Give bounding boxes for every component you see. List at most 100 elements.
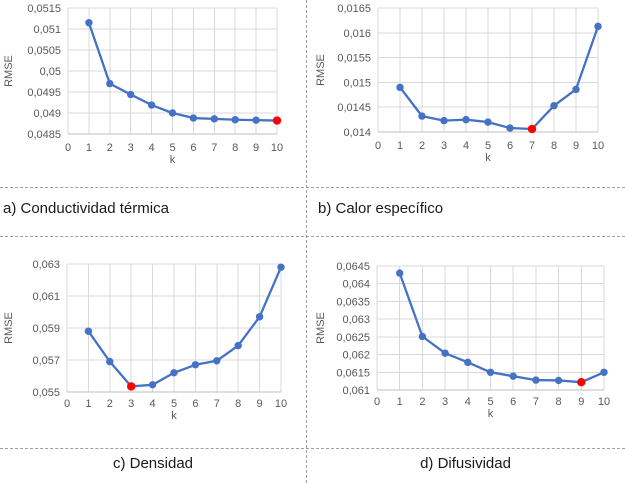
x-tick-label: 3 (128, 142, 134, 154)
y-tick-label: 0,016 (343, 28, 371, 40)
data-point-k9 (255, 313, 264, 321)
y-tick-label: 0,05 (40, 66, 61, 78)
chart-d-difusividad[interactable]: 0,061 0,0615 0,062 0,0625 0,063 0,0635 0,064 0,… (306, 237, 625, 449)
data-point-k5 (170, 369, 178, 377)
data-point-k8 (550, 102, 558, 110)
x-tick-label: 10 (271, 142, 283, 154)
y-tick-label: 0,061 (342, 385, 370, 397)
data-point-k9 (252, 116, 260, 124)
y-tick-label: 0,0635 (336, 296, 370, 308)
x-tick-label: 5 (485, 140, 491, 152)
data-point-k1 (396, 269, 404, 277)
x-tick-label: 6 (190, 142, 196, 154)
x-tick-label: 9 (253, 142, 259, 154)
y-tick-label: 0,0485 (27, 129, 61, 141)
x-axis-title: k (171, 410, 177, 422)
x-tick-label: 8 (556, 396, 562, 408)
page-break-divider-horizontal-2 (0, 236, 625, 237)
y-tick-label: 0,0145 (337, 102, 371, 114)
caption-conductividad-termica: a) Conductividad térmica (3, 200, 169, 217)
y-tick-label: 0,051 (33, 24, 61, 36)
x-tick-label: 0 (374, 396, 380, 408)
data-point-k1 (84, 327, 93, 335)
x-tick-label: 8 (232, 142, 238, 154)
data-point-k8 (234, 341, 242, 350)
data-point-k2 (106, 79, 114, 88)
rmse-series-line (87, 266, 283, 388)
data-point-k3 (440, 116, 448, 125)
min-rmse-point-k10 (272, 116, 282, 125)
data-point-k6 (509, 372, 517, 380)
caption-densidad: c) Densidad (112, 455, 194, 472)
x-tick-label: 1 (397, 140, 403, 152)
y-tick-label: 0,064 (342, 279, 370, 291)
chart-a-conductividad-termica[interactable]: 0,0485 0,049 0,0495 0,05 0,0505 0,051 0,0515 0 1… (0, 0, 306, 188)
x-tick-label: 1 (397, 396, 403, 408)
x-tick-label: 2 (107, 398, 113, 410)
x-tick-label: 8 (235, 398, 241, 410)
y-tick-label: 0,015 (343, 77, 371, 89)
y-tick-label: 0,0645 (336, 261, 370, 273)
data-point-k5 (168, 109, 177, 117)
x-tick-label: 7 (533, 396, 539, 408)
data-point-k7 (532, 376, 540, 384)
data-point-k2 (106, 357, 114, 366)
x-tick-label: 6 (507, 140, 513, 152)
x-tick-label: 7 (529, 140, 535, 152)
x-tick-label: 4 (150, 398, 156, 410)
chart-c-densidad[interactable]: 0,055 0,057 0,059 0,061 0,063 0 1 2 3 4 5 6 7 8 9 10 k RM… (0, 237, 306, 449)
chart-canvas: 0,055 0,057 0,059 0,061 0,063 0 1 2 3 4 5 6 7 8 9 10 k RM… (3, 259, 287, 422)
x-tick-label: 7 (211, 142, 217, 154)
x-tick-label: 4 (465, 396, 471, 408)
data-point-k1 (396, 83, 404, 92)
y-tick-label: 0,014 (343, 127, 371, 139)
data-point-k7 (210, 115, 218, 123)
gridlines (67, 7, 278, 135)
data-point-k6 (189, 114, 198, 122)
x-tick-label: 3 (128, 398, 134, 410)
y-tick-label: 0,0155 (337, 53, 371, 65)
y-tick-label: 0,061 (32, 291, 60, 303)
min-rmse-point-k7 (527, 124, 537, 134)
data-point-k4 (148, 381, 157, 389)
chart-b-calor-especifico[interactable]: 0,014 0,0145 0,015 0,0155 0,016 0,0165 0 1 2 3 4 5 6… (306, 0, 625, 188)
x-tick-label: 0 (375, 140, 381, 152)
x-tick-label: 6 (192, 398, 198, 410)
rmse-series-line (87, 21, 279, 122)
x-tick-label: 0 (65, 142, 71, 154)
rmse-series-line (398, 25, 600, 131)
y-tick-label: 0,059 (32, 323, 60, 335)
data-point-k6 (506, 124, 514, 132)
x-tick-label: 5 (169, 142, 175, 154)
data-point-k4 (462, 115, 470, 124)
data-point-k4 (147, 101, 156, 109)
data-point-k3 (127, 90, 135, 99)
x-tick-label: 1 (85, 398, 91, 410)
data-point-k7 (213, 357, 221, 365)
data-point-k6 (191, 361, 200, 369)
data-point-k5 (486, 368, 495, 376)
gridlines (377, 7, 599, 133)
min-rmse-point-k9 (577, 378, 586, 387)
y-axis-title: RMSE (3, 55, 15, 87)
caption-difusividad: d) Difusividad (420, 455, 511, 472)
data-point-k1 (85, 19, 93, 27)
x-tick-label: 3 (441, 140, 447, 152)
y-axis-title: RMSE (3, 312, 15, 344)
axis-tick-labels: 0,061 0,0615 0,062 0,0625 0,063 0,0635 0,064 0,… (336, 261, 610, 408)
x-tick-label: 4 (463, 140, 469, 152)
y-tick-label: 0,0495 (27, 87, 61, 99)
x-tick-label: 9 (578, 396, 584, 408)
x-tick-label: 2 (107, 142, 113, 154)
data-point-k4 (464, 358, 472, 367)
y-tick-label: 0,063 (342, 314, 370, 326)
x-tick-label: 9 (257, 398, 263, 410)
page-break-divider-horizontal-1 (0, 187, 625, 188)
data-point-k10 (600, 368, 608, 376)
y-axis-title: RMSE (315, 54, 327, 86)
data-point-k8 (554, 376, 563, 385)
y-tick-label: 0,049 (33, 108, 61, 120)
y-tick-label: 0,0515 (27, 3, 61, 15)
x-tick-label: 8 (551, 140, 557, 152)
